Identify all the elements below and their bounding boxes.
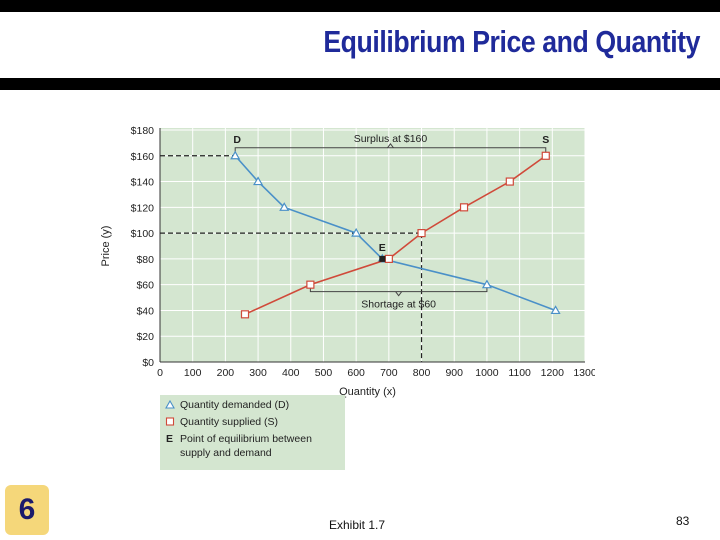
legend-demand-label: Quantity demanded (D): [180, 399, 289, 411]
y-tick-label: $160: [131, 151, 155, 163]
supply-point-marker: [417, 229, 426, 238]
demand-point-marker: [230, 150, 241, 160]
x-tick-label: 100: [184, 367, 202, 379]
demand-point-marker: [253, 176, 264, 186]
y-tick-label: $0: [142, 357, 154, 369]
x-tick-label: 1300: [573, 367, 595, 379]
supply-point-marker: [541, 151, 550, 160]
exhibit-caption: Exhibit 1.7: [329, 518, 386, 532]
supply-point-marker: [384, 254, 393, 263]
demand-point-marker: [481, 279, 492, 289]
shortage-label: Shortage at $60: [361, 299, 436, 311]
supply-point-marker: [505, 177, 514, 186]
y-tick-label: $20: [136, 331, 154, 343]
surplus-bracket-notch: [387, 142, 394, 149]
demand-curve-label: D: [233, 134, 241, 146]
x-tick-label: 1000: [475, 367, 499, 379]
legend-supply-icon: [165, 417, 175, 426]
supply-point-marker: [306, 280, 315, 289]
demand-point-marker: [351, 227, 362, 237]
demand-point-marker: [279, 202, 290, 211]
legend-demand-icon: [165, 399, 175, 409]
x-tick-label: 0: [157, 367, 163, 379]
surplus-bracket: [234, 147, 547, 153]
x-tick-label: 500: [315, 367, 333, 379]
equilibrium-point: [379, 255, 386, 262]
shortage-bracket: [309, 286, 488, 293]
x-tick-label: 900: [445, 367, 463, 379]
y-tick-label: $100: [131, 228, 155, 240]
x-tick-label: 1100: [508, 367, 531, 379]
y-tick-label: $40: [136, 305, 154, 317]
y-tick-label: $60: [136, 280, 154, 292]
top-black-bar: [0, 0, 720, 12]
legend-supply-label: Quantity supplied (S): [180, 416, 278, 428]
supply-point-marker: [459, 203, 469, 212]
legend-box: [160, 395, 345, 470]
x-tick-label: 700: [380, 367, 398, 379]
x-tick-label: 600: [347, 367, 365, 379]
slide-number-badge: 6: [5, 485, 49, 535]
y-tick-label: $120: [131, 202, 155, 214]
x-tick-label: 200: [217, 367, 235, 379]
supply-point-marker: [240, 310, 250, 319]
y-tick-label: $80: [136, 254, 154, 266]
x-tick-label: 400: [282, 367, 300, 379]
x-tick-label: 300: [249, 367, 267, 379]
title-underline-bar: [0, 78, 720, 90]
surplus-label: Surplus at $160: [354, 133, 428, 145]
y-axis-label: Price (y): [100, 226, 112, 267]
supply-curve-label: S: [542, 134, 549, 146]
x-tick-label: 800: [413, 367, 431, 379]
slide-title: Equilibrium Price and Quantity: [323, 24, 700, 59]
legend-equilibrium-letter: E: [166, 433, 173, 445]
slide-number: 6: [18, 493, 36, 526]
y-tick-label: $180: [131, 125, 155, 137]
plot-area: [160, 128, 585, 362]
page-number: 83: [676, 514, 690, 528]
x-axis-label: Quantity (x): [339, 386, 396, 398]
shortage-bracket-notch: [395, 291, 403, 297]
y-tick-label: $140: [131, 177, 155, 189]
x-tick-label: 1200: [541, 367, 565, 379]
equilibrium-label: E: [379, 242, 386, 254]
demand-point-marker: [550, 305, 561, 315]
equilibrium-chart: 0 100 200 300 400 500 600 700 800 900 1000 1100 1200…: [100, 125, 595, 470]
legend-equilibrium-label: Point of equilibrium between supply and d…: [180, 433, 312, 459]
